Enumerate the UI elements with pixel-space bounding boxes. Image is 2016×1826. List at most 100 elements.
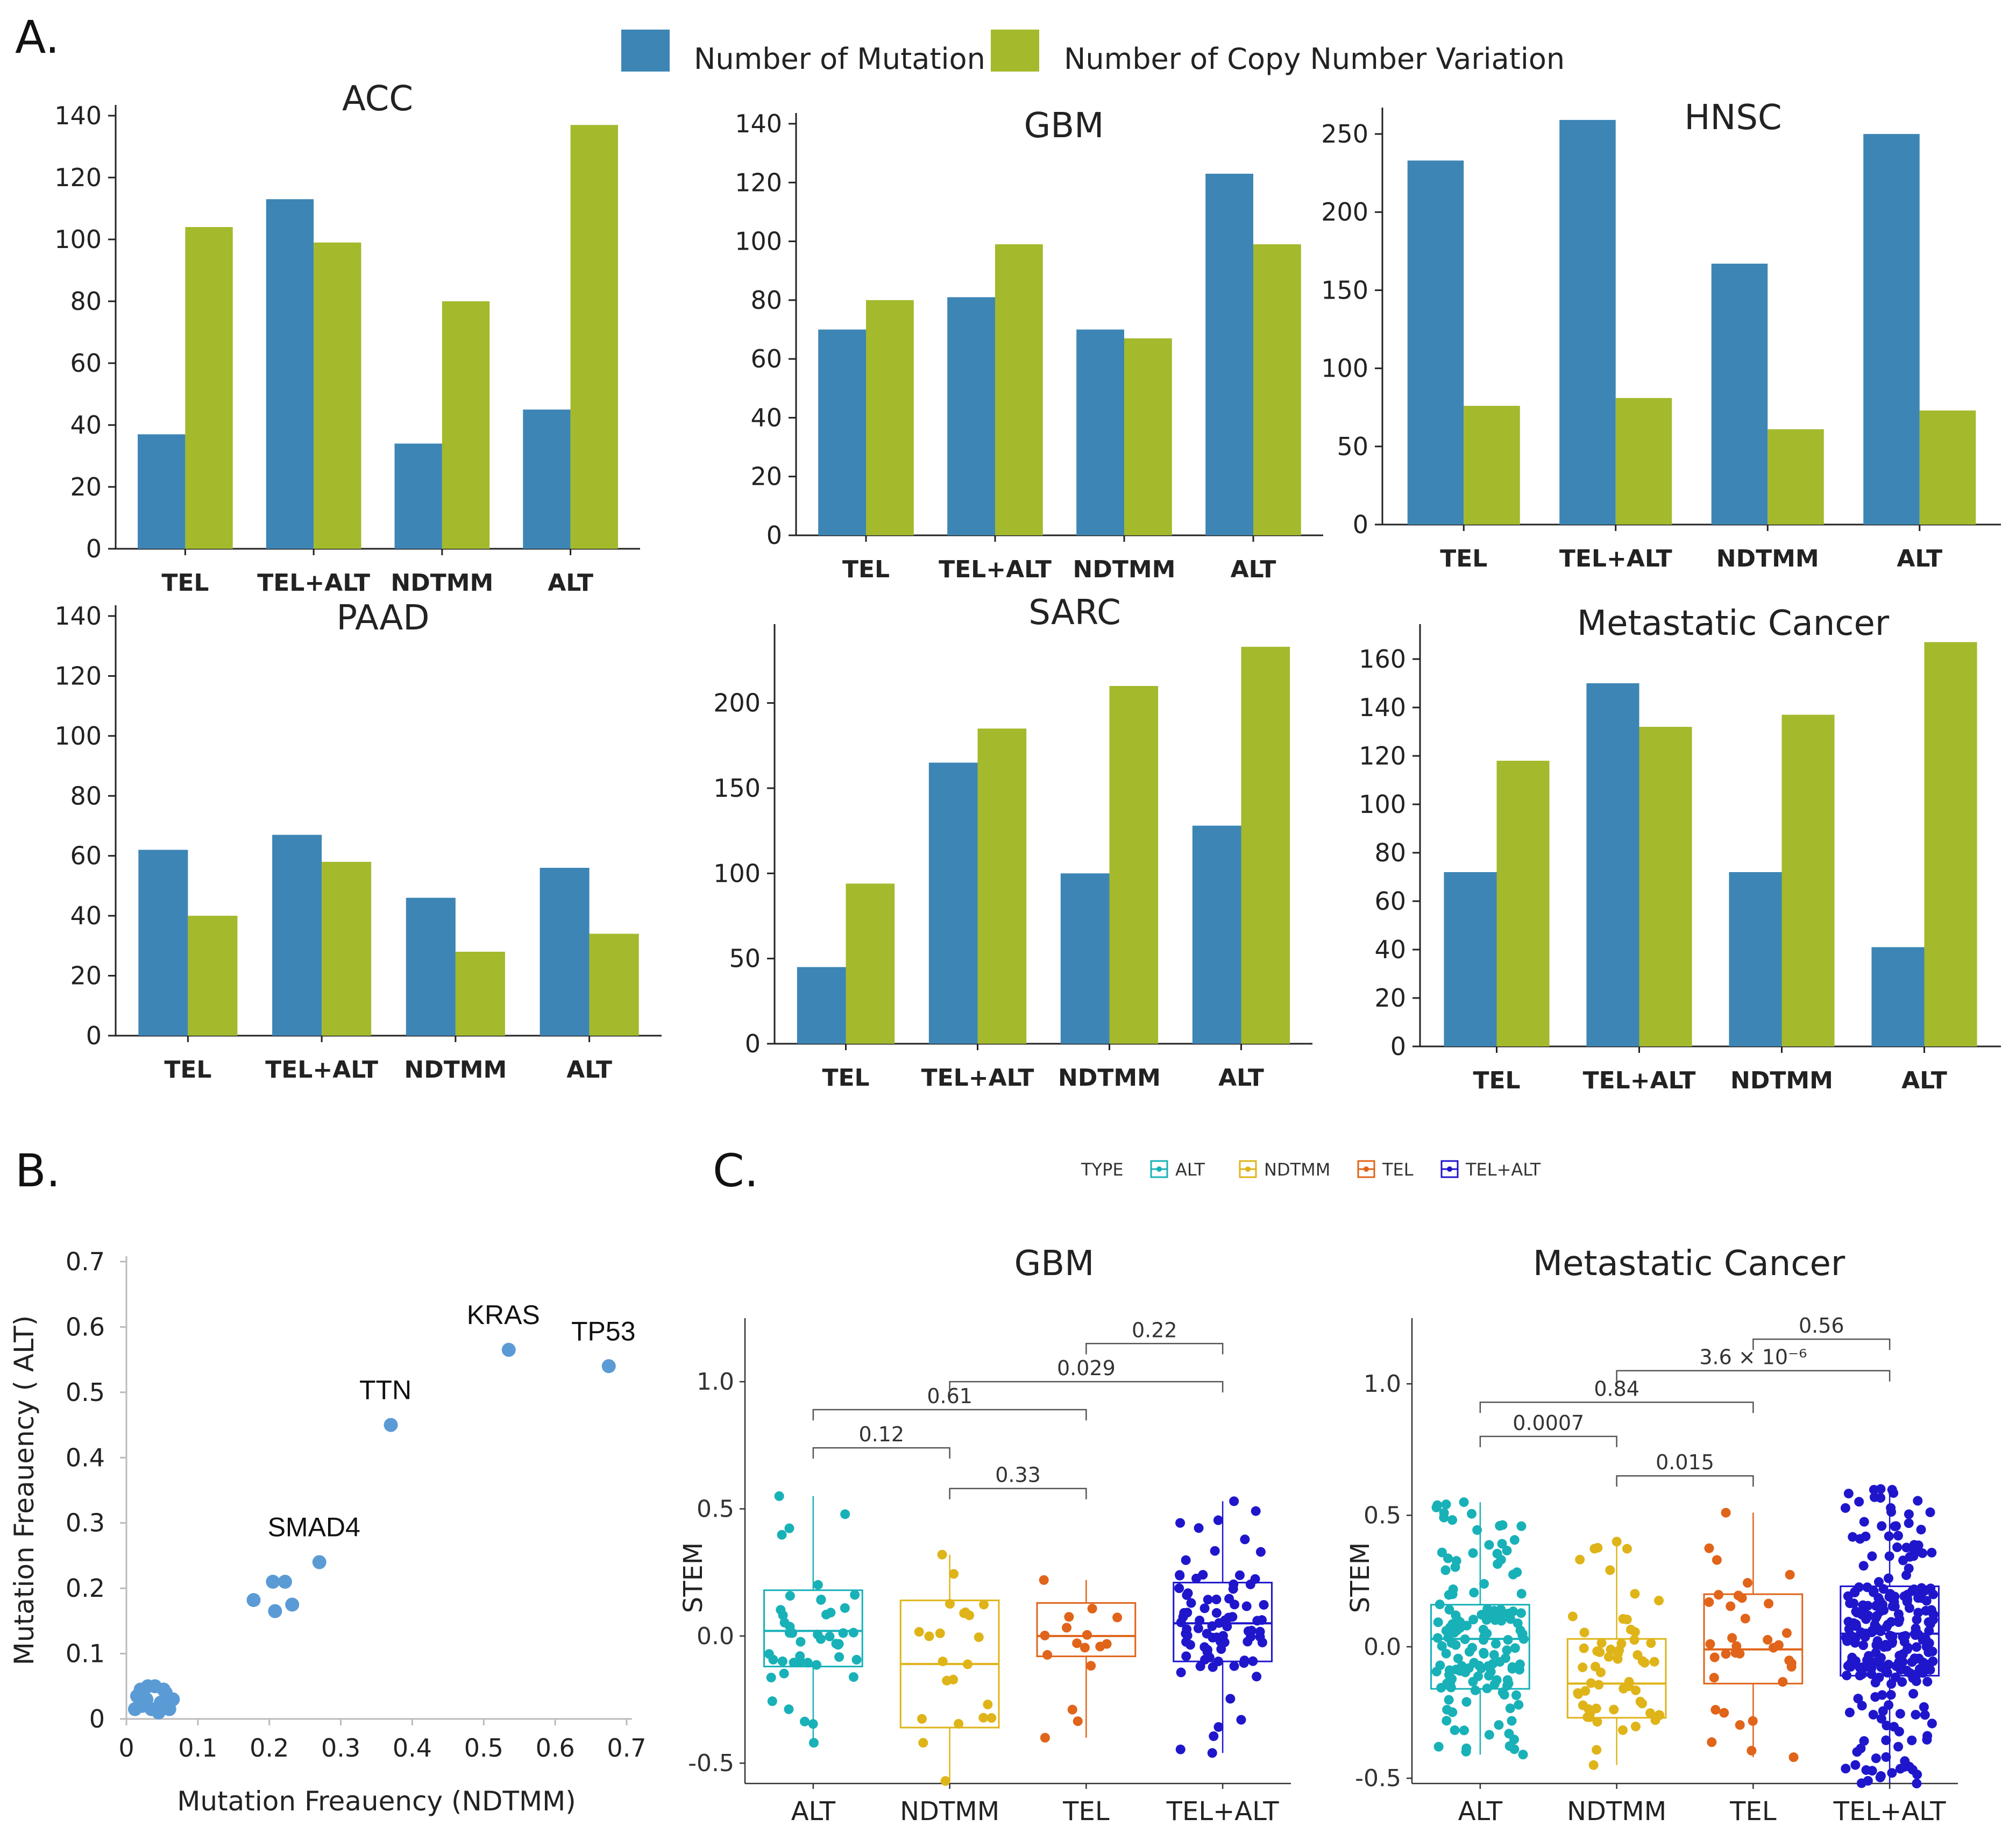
jitter-point bbox=[1102, 1639, 1112, 1649]
x-tick-label: 0.2 bbox=[250, 1733, 289, 1763]
significance-bracket bbox=[1616, 1370, 1891, 1382]
y-tick-label: 0 bbox=[89, 1704, 105, 1733]
x-tick-label: NDTMM bbox=[1058, 1064, 1161, 1092]
y-tick-label: -0.5 bbox=[1355, 1765, 1401, 1792]
jitter-point bbox=[1080, 1643, 1090, 1653]
jitter-point bbox=[1181, 1555, 1191, 1565]
bar-cnv bbox=[1639, 727, 1692, 1046]
jitter-point bbox=[1444, 1604, 1454, 1615]
jitter-point bbox=[1447, 1515, 1458, 1525]
jitter-point bbox=[1484, 1671, 1494, 1681]
jitter-point bbox=[776, 1605, 786, 1615]
legend-c: TYPE ALT NDTMM TEL TEL+ALT bbox=[1081, 1159, 1541, 1180]
jitter-point bbox=[777, 1656, 787, 1666]
bar-cnv bbox=[1124, 338, 1172, 535]
jitter-point bbox=[1887, 1631, 1898, 1641]
jitter-point bbox=[1854, 1497, 1864, 1507]
jitter-point bbox=[1893, 1531, 1903, 1541]
jitter-point bbox=[1175, 1570, 1185, 1581]
jitter-point bbox=[826, 1608, 836, 1618]
jitter-point bbox=[1479, 1579, 1489, 1589]
jitter-point bbox=[796, 1637, 806, 1647]
jitter-point bbox=[1176, 1667, 1186, 1678]
jitter-point bbox=[1884, 1659, 1894, 1669]
jitter-point bbox=[1236, 1715, 1246, 1725]
jitter-point bbox=[1234, 1570, 1245, 1580]
jitter-point bbox=[1515, 1659, 1525, 1669]
bar-cnv bbox=[1109, 686, 1159, 1044]
jitter-point bbox=[1213, 1722, 1224, 1732]
legend-c-key-dot bbox=[1245, 1166, 1251, 1172]
jitter-point bbox=[1444, 1695, 1454, 1705]
x-tick-label: TEL+ALT bbox=[257, 569, 370, 597]
jitter-point bbox=[808, 1738, 819, 1748]
jitter-point bbox=[1455, 1617, 1465, 1627]
y-tick-label: 80 bbox=[70, 781, 102, 810]
jitter-point bbox=[766, 1673, 776, 1683]
jitter-point bbox=[962, 1659, 972, 1669]
jitter-point bbox=[1869, 1484, 1879, 1495]
x-tick-label: TEL bbox=[164, 1056, 211, 1084]
p-value-label: 0.12 bbox=[858, 1422, 904, 1446]
jitter-point bbox=[1654, 1595, 1664, 1605]
point-label: TP53 bbox=[571, 1316, 636, 1346]
jitter-point bbox=[1909, 1584, 1919, 1595]
jitter-point bbox=[1203, 1595, 1213, 1605]
y-tick-label: 100 bbox=[1321, 354, 1368, 383]
jitter-point bbox=[1243, 1637, 1253, 1647]
jitter-point bbox=[1866, 1627, 1877, 1638]
y-tick-label: 160 bbox=[1359, 645, 1406, 674]
jitter-point bbox=[1478, 1624, 1488, 1634]
x-tick-label: TEL bbox=[1473, 1067, 1520, 1094]
legend-label-mutation: Number of Mutation bbox=[694, 42, 985, 76]
jitter-point bbox=[1040, 1630, 1050, 1640]
x-tick-label: TEL bbox=[822, 1064, 869, 1092]
jitter-point bbox=[785, 1591, 795, 1601]
y-tick-label: 0.0 bbox=[697, 1623, 734, 1650]
jitter-point bbox=[1911, 1623, 1921, 1633]
bar-mutation bbox=[138, 850, 188, 1036]
jitter-point bbox=[1186, 1598, 1196, 1608]
legend-c-label: TEL bbox=[1382, 1159, 1414, 1180]
legend-swatch-cnv bbox=[991, 30, 1039, 72]
jitter-point bbox=[1850, 1588, 1860, 1598]
jitter-point bbox=[1649, 1657, 1659, 1667]
jitter-point bbox=[1707, 1737, 1717, 1747]
jitter-point bbox=[1086, 1661, 1096, 1671]
significance-bracket bbox=[1085, 1343, 1224, 1355]
y-tick-label: 200 bbox=[1321, 197, 1368, 227]
jitter-point bbox=[1926, 1583, 1936, 1594]
jitter-point bbox=[1858, 1561, 1869, 1571]
jitter-point bbox=[1876, 1771, 1886, 1781]
jitter-point bbox=[799, 1716, 810, 1726]
jitter-point bbox=[1181, 1651, 1191, 1661]
x-tick-label: ALT bbox=[1897, 545, 1942, 572]
scatter-point bbox=[312, 1555, 326, 1569]
jitter-point bbox=[1450, 1562, 1460, 1572]
scatter-point bbox=[278, 1575, 292, 1589]
jitter-point bbox=[1490, 1639, 1501, 1649]
y-tick-label: 20 bbox=[70, 472, 102, 501]
y-tick-label: 40 bbox=[750, 403, 782, 432]
jitter-point bbox=[1893, 1609, 1904, 1619]
jitter-point bbox=[1240, 1534, 1250, 1545]
chart-title: SARC bbox=[1028, 593, 1121, 633]
jitter-point bbox=[1518, 1634, 1529, 1644]
jitter-point bbox=[1843, 1661, 1853, 1671]
jitter-point bbox=[1199, 1642, 1210, 1652]
jitter-point bbox=[1174, 1583, 1184, 1594]
legend-c-label: TEL+ALT bbox=[1465, 1159, 1541, 1180]
jitter-point bbox=[1871, 1613, 1881, 1623]
bar-mutation bbox=[1205, 173, 1253, 536]
jitter-point bbox=[1467, 1509, 1477, 1519]
jitter-point bbox=[1928, 1609, 1939, 1619]
jitter-point bbox=[1589, 1544, 1600, 1554]
jitter-point bbox=[1911, 1710, 1921, 1720]
jitter-point bbox=[1858, 1640, 1869, 1651]
point-label: TTN bbox=[359, 1375, 411, 1405]
y-tick-label: 120 bbox=[54, 661, 102, 690]
jitter-point bbox=[954, 1719, 964, 1729]
jitter-point bbox=[1705, 1639, 1715, 1649]
jitter-point bbox=[1596, 1638, 1607, 1648]
y-tick-label: 120 bbox=[1359, 741, 1406, 770]
